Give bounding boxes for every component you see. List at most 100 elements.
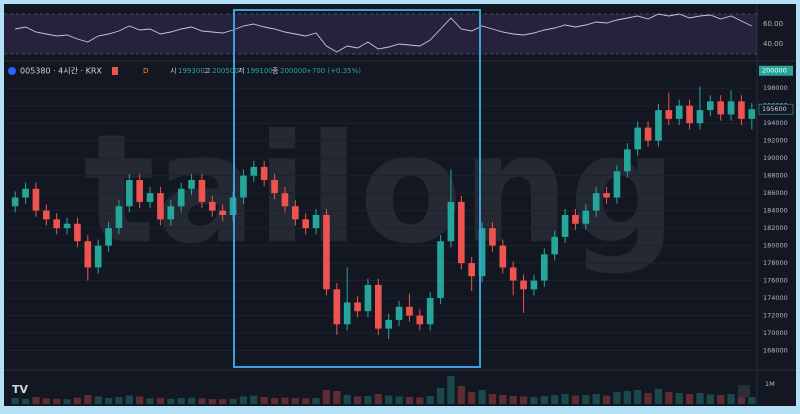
volume-bar [281,397,289,404]
candle-body [250,166,258,176]
candle-body [447,201,455,242]
volume-bar [685,394,694,404]
candle-body [167,206,175,220]
volume-bar [270,398,279,404]
volume-bar [94,396,102,404]
plot: 60.00 40.00 168000 170000 172000 174000 176000… [4,13,794,404]
y-tick-label: 176000 [763,277,788,285]
volume-bar [696,393,704,404]
volume-bar [530,397,538,404]
candle-body [291,206,299,220]
settings-button[interactable] [738,385,750,397]
y-tick-label: 182000 [763,224,788,232]
candle-body [374,284,382,329]
candle-body [457,201,465,264]
candle-body [198,180,206,202]
candle-body [634,127,642,150]
y-tick-label: 186000 [763,189,788,197]
rsi-tick-label: 60.00 [763,20,783,28]
volume-bar [32,397,40,404]
volume-bar [239,396,248,404]
y-tick-label: 178000 [763,259,788,267]
highlight-box [233,9,481,368]
candle-body [260,166,268,181]
candle-body [105,228,112,246]
close-price-tag [758,103,794,115]
volume-bar [457,386,465,404]
volume-bar [104,398,113,404]
candle-body [157,193,164,220]
candle-body [509,267,517,281]
header-change: +700 (+0.35%) [306,67,361,75]
volume-bar [302,398,310,404]
candle-body [717,101,725,115]
candle-body [603,193,610,198]
watermark: tailong [84,103,677,277]
volume-bar [322,390,331,404]
volume-bar [125,395,133,404]
volume-bar [11,398,19,404]
volume-bar [436,388,445,404]
y-tick-label: 170000 [763,329,788,337]
volume-bar [229,398,237,404]
symbol: 005380 · 4시간 · KRX [20,66,102,76]
candle-body [32,188,40,211]
volume-bar [509,396,517,404]
header-value: 200500 [212,67,239,75]
volume-bar [364,396,372,404]
candle-body [125,180,133,207]
volume-bar [447,376,455,404]
volume-bar [468,392,476,404]
candle-body [333,289,341,325]
volume-bar [706,394,714,404]
y-tick-label: 172000 [763,312,788,320]
candle-body [177,188,185,207]
symbol-icon [8,67,16,75]
last-price-label: 200000 [762,67,787,75]
volume-bar [644,393,652,404]
candle-body [188,180,195,189]
candle-body [572,215,579,224]
volume-bar [63,399,71,404]
volume-bar [737,395,746,404]
candle-body [738,101,745,119]
candle-body [540,254,548,281]
candle-body [385,319,393,329]
candle-body [437,241,444,299]
candle-body [22,188,29,198]
candle-body [53,219,61,229]
candle-body [271,180,278,194]
candle-body [240,175,247,198]
volume-bar [374,394,382,404]
y-tick-label: 198000 [763,84,788,92]
candle-body [655,110,662,141]
candle-body [748,109,756,119]
candle-body [582,210,590,224]
volume-bar [53,398,61,404]
candle-body [468,263,476,277]
candle-body [696,110,704,124]
volume-bar [167,398,175,404]
volume-bar [250,395,258,404]
volume-bar [343,395,351,404]
candle-body [323,215,330,290]
volume-bar [333,391,341,404]
candle-body [592,193,600,211]
candle-body [364,284,372,312]
candle-body [219,210,227,215]
y-tick-label: 188000 [763,172,788,180]
rsi-tick-label: 40.00 [763,40,783,48]
volume-bar [115,397,123,404]
volume-bar [405,397,414,404]
volume-bar [177,398,185,404]
candle-body [281,193,289,207]
y-tick-label: 192000 [763,137,788,145]
volume-bar [623,391,631,404]
volume-bar [260,397,268,404]
candle-body [406,306,413,316]
volume-bar [42,398,50,404]
rsi-band [4,14,757,54]
candle-body [613,171,621,198]
header-key: 종 [272,67,279,75]
flag-icon [112,67,118,75]
